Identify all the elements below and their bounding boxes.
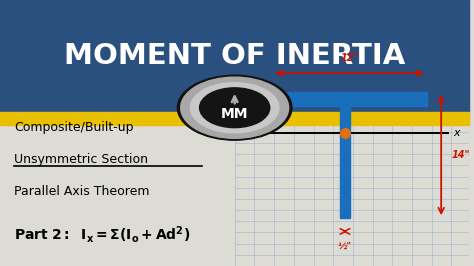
Text: x: x xyxy=(241,128,247,138)
Text: Composite/Built-up: Composite/Built-up xyxy=(14,121,134,134)
Circle shape xyxy=(200,88,270,128)
Text: ½": ½" xyxy=(232,95,246,103)
Text: Parallel Axis Theorem: Parallel Axis Theorem xyxy=(14,185,150,198)
Text: x: x xyxy=(453,128,460,138)
Text: 14": 14" xyxy=(452,150,470,160)
Bar xyxy=(0,0,469,112)
Text: 12": 12" xyxy=(340,52,359,63)
Circle shape xyxy=(181,77,289,138)
Text: $\bf{Part\ 2:}$  $\mathbf{I_x = \Sigma(I_o + Ad^2)}$: $\bf{Part\ 2:}$ $\mathbf{I_x = \Sigma(I_… xyxy=(14,224,191,244)
Circle shape xyxy=(177,75,292,140)
Text: Unsymmetric Section: Unsymmetric Section xyxy=(14,153,148,166)
Bar xyxy=(272,92,427,106)
Circle shape xyxy=(191,83,279,133)
Text: MM: MM xyxy=(221,107,248,121)
Bar xyxy=(0,112,469,125)
Text: ½": ½" xyxy=(338,242,352,251)
Text: MOMENT OF INERTIA: MOMENT OF INERTIA xyxy=(64,42,405,70)
Bar xyxy=(340,106,350,218)
